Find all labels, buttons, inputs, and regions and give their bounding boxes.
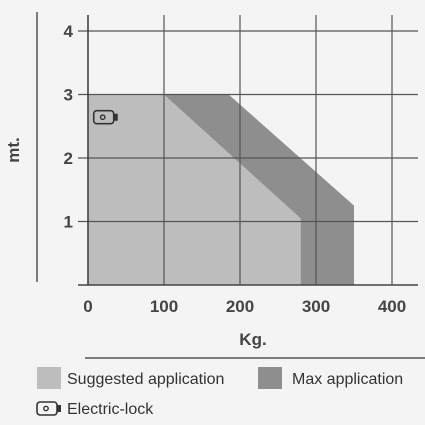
area-suggested-application [88,95,301,286]
legend-label-electric-lock: Electric-lock [67,401,154,418]
legend-swatch-max [258,367,282,389]
y-tick-label-4: 4 [64,22,74,41]
x-tick-label-100: 100 [150,297,178,316]
x-axis-title: Kg. [239,330,266,349]
plot-area: 0 100 200 300 400 1 2 3 4 [64,15,418,316]
x-tick-label-0: 0 [83,297,92,316]
y-tick-label-2: 2 [64,149,73,168]
x-tick-label-300: 300 [302,297,330,316]
x-tick-label-400: 400 [378,297,406,316]
legend-label-suggested: Suggested application [67,371,224,388]
x-tick-label-200: 200 [226,297,254,316]
legend-swatch-suggested [37,367,61,389]
electric-lock-icon [37,402,61,415]
legend-label-max: Max application [292,371,403,388]
y-axis-title: mt. [4,137,23,163]
legend: Suggested application Max application El… [37,367,403,418]
y-tick-label-3: 3 [64,86,73,105]
y-tick-label-1: 1 [64,213,73,232]
